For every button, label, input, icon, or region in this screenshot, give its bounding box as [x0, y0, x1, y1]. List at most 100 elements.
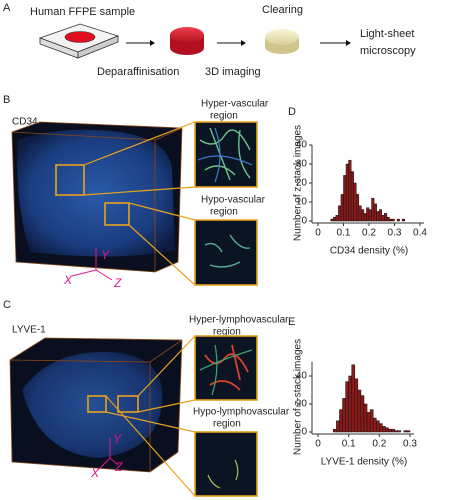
arrow	[320, 40, 351, 46]
inset-label: region	[213, 419, 241, 430]
bar	[348, 159, 352, 222]
bar	[363, 403, 368, 433]
bar	[330, 218, 334, 222]
y-tick-label: 30	[296, 159, 308, 170]
bar	[371, 197, 375, 222]
axis-letter: X	[90, 466, 100, 480]
bar	[333, 428, 337, 433]
volume-render	[9, 335, 196, 497]
step-label: 3D imaging	[205, 66, 261, 78]
inset-label: Hypo-lymphovascular	[193, 407, 290, 418]
bar	[394, 430, 398, 433]
output-label: microscopy	[360, 45, 416, 57]
x-tick-label: 0.3	[403, 439, 417, 450]
bar	[382, 426, 386, 433]
bar	[366, 412, 371, 433]
bar	[333, 216, 337, 222]
bar	[391, 428, 395, 433]
x-tick-label: 0.1	[337, 228, 351, 239]
inset-label: region	[213, 327, 241, 338]
bar	[361, 209, 365, 222]
bar	[401, 218, 405, 222]
bar	[357, 389, 362, 433]
inset-label: region	[210, 207, 238, 218]
bar	[336, 420, 340, 433]
bar	[376, 211, 380, 222]
bar	[350, 171, 354, 222]
bar	[384, 213, 388, 222]
inset-image	[194, 431, 258, 497]
step-label: Deparaffinisation	[97, 66, 179, 78]
x-tick-label: 0.1	[342, 439, 356, 450]
y-tick-label: 40	[296, 371, 308, 382]
bar	[376, 420, 380, 433]
y-tick-label: 20	[296, 178, 308, 189]
bar	[381, 215, 385, 222]
volume-render	[11, 121, 196, 286]
x-tick-label: 0	[315, 439, 321, 450]
y-axis-label: Number of z-stack images	[293, 339, 304, 455]
axis-letter: Z	[114, 460, 123, 474]
bar	[403, 430, 408, 433]
arrow	[126, 40, 155, 46]
bar	[351, 364, 356, 433]
bar	[366, 207, 370, 222]
output-label: Light-sheet	[360, 28, 414, 40]
bar	[345, 163, 349, 222]
x-tick-label: 0.2	[362, 228, 376, 239]
bar	[385, 427, 389, 433]
marker-label: LYVE-1	[12, 325, 46, 336]
bar	[335, 215, 339, 222]
bar	[397, 430, 402, 433]
axis-letter: Y	[101, 248, 110, 262]
inset-label: Hyper-vascular	[201, 99, 269, 110]
bar	[343, 175, 347, 222]
bar	[348, 375, 352, 433]
bar	[372, 417, 377, 433]
panel-label: C	[3, 299, 11, 311]
bar	[340, 194, 344, 222]
bar	[389, 218, 393, 222]
bar	[406, 430, 411, 433]
x-axis-label: LYVE-1 density (%)	[321, 457, 408, 468]
y-axis-label: Number of z-stack images	[293, 125, 304, 241]
bar	[339, 409, 343, 433]
sample-label: Human FFPE sample	[30, 6, 135, 18]
bar	[345, 381, 349, 433]
inset-label: Hypo-vascular	[201, 195, 266, 206]
slide-icon	[38, 23, 120, 59]
y-tick-label: 10	[296, 197, 308, 208]
arrow	[217, 40, 246, 46]
cleared-sample-icon	[265, 29, 299, 54]
panel-label: D	[288, 106, 296, 118]
inset-image	[194, 121, 258, 188]
red-sample-icon	[170, 27, 204, 55]
bar	[342, 398, 346, 433]
y-tick-label: 20	[296, 399, 308, 410]
panel-label: E	[288, 316, 295, 328]
panel-label: B	[3, 94, 10, 106]
bar	[386, 216, 390, 222]
bar	[360, 395, 365, 433]
bar	[338, 205, 342, 222]
bar	[358, 205, 362, 222]
inset-label: Hyper-lymphovascular	[189, 315, 289, 326]
bar	[396, 218, 400, 222]
y-tick-label: 0	[301, 216, 307, 227]
axis-letter: Z	[113, 276, 122, 290]
inset-image	[194, 335, 258, 401]
bar	[368, 209, 372, 222]
bar	[369, 409, 374, 433]
inset-image	[194, 219, 258, 286]
bar	[391, 218, 395, 222]
step-label: Clearing	[262, 4, 303, 16]
axis-letter: X	[63, 273, 73, 287]
bar	[353, 182, 357, 222]
bar	[356, 194, 360, 222]
bar	[388, 428, 392, 433]
x-tick-label: 0.2	[372, 439, 386, 450]
bar	[373, 203, 377, 222]
x-tick-label: 0.3	[388, 228, 402, 239]
x-tick-label: 0	[315, 228, 321, 239]
